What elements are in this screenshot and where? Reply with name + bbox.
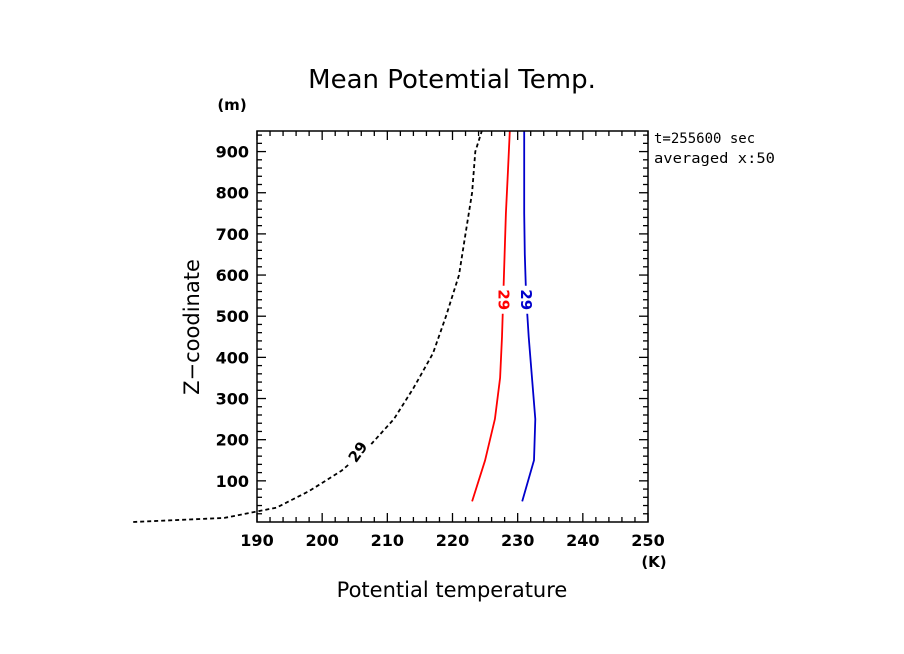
annotation-time: t=255600 sec: [654, 131, 755, 147]
y-tick-label: 200: [216, 431, 249, 450]
series-label-2: 29: [494, 289, 512, 310]
x-tick-label: 250: [631, 531, 664, 550]
x-tick-label: 230: [501, 531, 534, 550]
series-line-3: [521, 131, 537, 502]
x-axis-label: Potential temperature: [337, 578, 568, 602]
series-line-1: [133, 130, 483, 523]
y-tick-label: 300: [216, 390, 249, 409]
y-tick-label: 900: [216, 143, 249, 162]
axis-ticks: 190 200 210 220 230 240 250 100 200 300 400 500 600 7…: [216, 131, 665, 550]
x-tick-label: 210: [371, 531, 404, 550]
x-tick-label: 220: [436, 531, 469, 550]
series-label-bg: [516, 285, 537, 314]
x-unit-label: (K): [641, 553, 666, 571]
x-tick-label: 240: [566, 531, 599, 550]
y-tick-label: 800: [216, 184, 249, 203]
y-tick-label: 700: [216, 225, 249, 244]
annotation-average: averaged x:50: [654, 151, 775, 167]
series-label-bg: [341, 434, 375, 470]
y-tick-label: 400: [216, 348, 249, 367]
series-label-3: 29: [517, 289, 535, 310]
series-label-bg: [493, 285, 514, 314]
x-tick-label: 190: [240, 531, 273, 550]
chart-title: Mean Potemtial Temp.: [308, 65, 596, 95]
x-tick-label: 200: [305, 531, 338, 550]
y-tick-label: 600: [216, 266, 249, 285]
y-axis-label: Z−coodinate: [180, 259, 204, 395]
y-unit-label: (m): [217, 96, 246, 114]
series-line-2: [471, 130, 511, 502]
y-tick-label: 500: [216, 307, 249, 326]
plot-frame: [256, 130, 649, 523]
y-tick-label: 100: [216, 472, 249, 491]
